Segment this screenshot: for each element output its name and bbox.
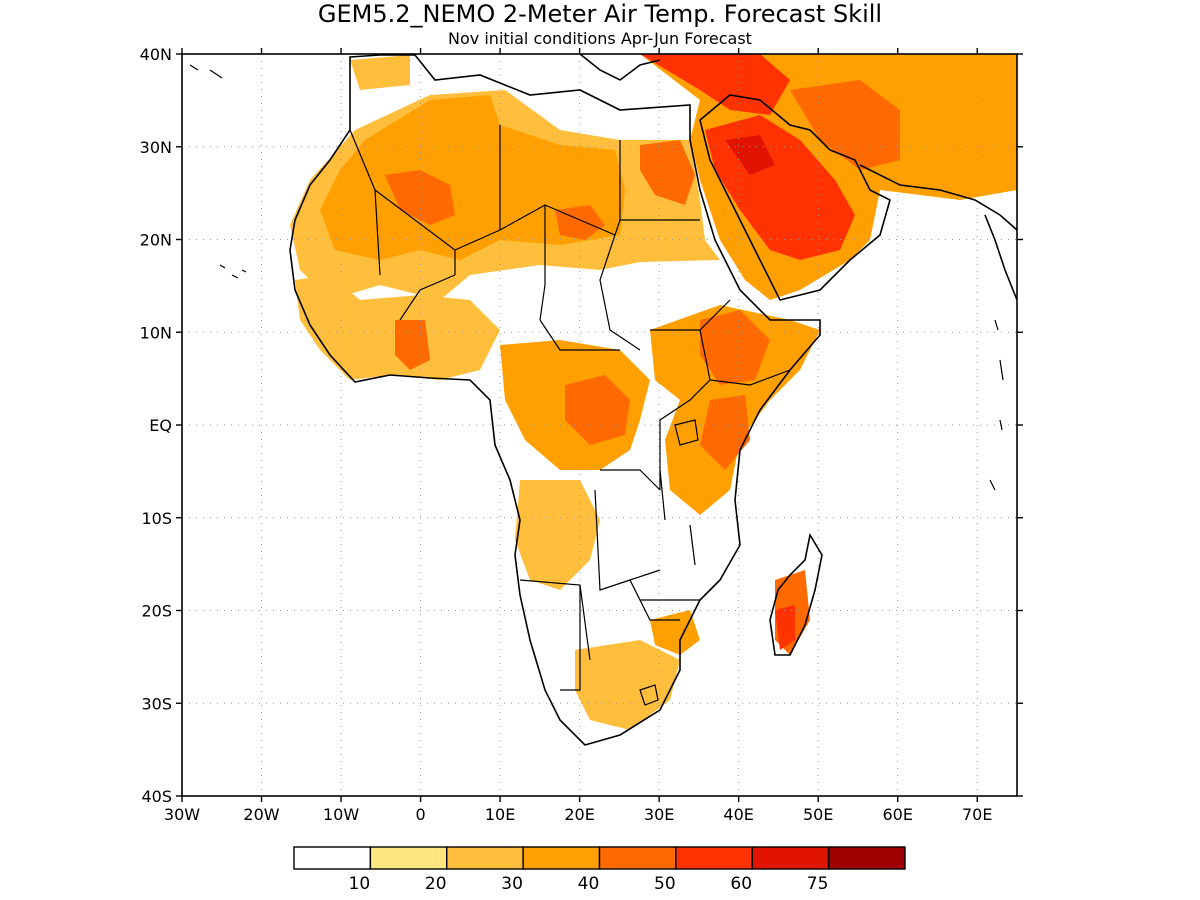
lake-tanganyika bbox=[659, 469, 666, 521]
colorbar-label: 20 bbox=[425, 874, 447, 894]
colorbar-swatch bbox=[598, 846, 677, 870]
indian-ocean-islands bbox=[989, 319, 1004, 491]
lat-tick-label: 20S bbox=[141, 602, 172, 621]
colorbar-swatch bbox=[369, 846, 448, 870]
lon-tick-label: 40E bbox=[723, 805, 753, 824]
lat-tick-label: 30N bbox=[140, 138, 172, 157]
lon-tick-label: 0 bbox=[415, 805, 425, 824]
colorbar-swatch bbox=[446, 846, 524, 870]
longitude-axis: 30W 20W 10W 0 10E 20E 30E 40E 50E 60E 70E bbox=[164, 48, 992, 824]
skill-area-south-africa bbox=[575, 640, 680, 730]
canary-islands bbox=[219, 264, 247, 279]
asia-coastline bbox=[859, 164, 1017, 231]
map-gridlines bbox=[182, 54, 1017, 796]
colorbar: 10 20 30 40 50 60 75 bbox=[293, 846, 906, 894]
colorbar-label: 40 bbox=[578, 874, 600, 894]
skill-area-gulf-hot bbox=[725, 135, 775, 175]
lat-tick-label: 40N bbox=[140, 45, 172, 64]
lat-tick-label: 10N bbox=[140, 323, 172, 342]
lake-victoria bbox=[674, 419, 699, 446]
map-title: GEM5.2_NEMO 2-Meter Air Temp. Forecast S… bbox=[318, 0, 882, 28]
skill-shading-layer bbox=[290, 54, 1017, 730]
map-subtitle: Nov initial conditions Apr-Jun Forecast bbox=[448, 29, 752, 48]
lesotho-border bbox=[639, 684, 659, 706]
madagascar-coastline bbox=[769, 532, 823, 656]
lon-tick-label: 10E bbox=[485, 805, 515, 824]
colorbar-swatch bbox=[522, 846, 601, 870]
lat-tick-label: 40S bbox=[141, 787, 172, 806]
africa-coastline bbox=[289, 54, 821, 746]
colorbar-swatch bbox=[827, 846, 906, 870]
lon-tick-label: 50E bbox=[803, 805, 833, 824]
lat-tick-label: 20N bbox=[140, 231, 172, 250]
lat-tick-label: 30S bbox=[141, 694, 172, 713]
skill-area-kenya-hot bbox=[700, 395, 750, 470]
lake-malawi bbox=[689, 524, 696, 566]
lon-tick-label: 30W bbox=[164, 805, 200, 824]
lat-tick-label: 10S bbox=[141, 509, 172, 528]
latitude-axis: 40N 30N 20N 10N EQ 10S 20S 30S 40S bbox=[140, 45, 1023, 806]
colorbar-label: 50 bbox=[654, 874, 676, 894]
cape-verde bbox=[189, 64, 223, 79]
skill-area-angola bbox=[515, 480, 600, 590]
lat-tick-label: EQ bbox=[149, 416, 172, 435]
colorbar-swatch bbox=[293, 846, 372, 870]
skill-area-sahara-core bbox=[320, 95, 625, 260]
skill-area-ethiopia-hot bbox=[700, 310, 770, 385]
mediterranean-coast bbox=[579, 54, 661, 81]
skill-area-levant-hot bbox=[640, 54, 790, 115]
arabia-coastline bbox=[699, 94, 891, 301]
colorbar-label: 10 bbox=[349, 874, 371, 894]
colorbar-swatch bbox=[675, 846, 753, 870]
colorbar-swatch bbox=[751, 846, 830, 870]
skill-area-guinea-coast-hot bbox=[395, 320, 430, 370]
skill-area-maghreb bbox=[350, 55, 410, 90]
india-coastline bbox=[984, 214, 1017, 301]
skill-area-madagascar-south bbox=[775, 605, 795, 650]
coastlines-layer bbox=[189, 54, 1017, 746]
colorbar-label: 30 bbox=[501, 874, 523, 894]
skill-area-iraq-hot bbox=[790, 80, 900, 170]
skill-area-mozambique bbox=[650, 610, 700, 655]
map-plot-area bbox=[182, 54, 1017, 796]
lon-tick-label: 20E bbox=[564, 805, 594, 824]
country-borders bbox=[349, 125, 791, 691]
colorbar-label: 75 bbox=[807, 874, 829, 894]
lon-tick-label: 60E bbox=[882, 805, 912, 824]
skill-area-congo-hot bbox=[565, 375, 630, 445]
skill-area-egypt-hot bbox=[640, 140, 695, 205]
lon-tick-label: 70E bbox=[962, 805, 992, 824]
lon-tick-label: 30E bbox=[644, 805, 674, 824]
lon-tick-label: 20W bbox=[243, 805, 279, 824]
lon-tick-label: 10W bbox=[323, 805, 359, 824]
colorbar-label: 60 bbox=[730, 874, 752, 894]
